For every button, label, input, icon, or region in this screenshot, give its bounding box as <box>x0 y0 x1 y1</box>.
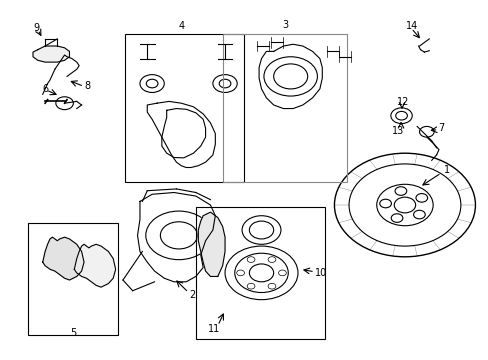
Text: 9: 9 <box>34 23 40 33</box>
Bar <box>196 207 324 339</box>
Bar <box>222 33 346 182</box>
Text: 12: 12 <box>396 97 409 107</box>
Text: 10: 10 <box>315 268 327 278</box>
Polygon shape <box>33 46 69 62</box>
Polygon shape <box>74 244 116 287</box>
Text: 8: 8 <box>85 81 91 91</box>
Text: 11: 11 <box>208 324 220 334</box>
Text: 14: 14 <box>406 21 418 31</box>
Text: 13: 13 <box>391 126 403 136</box>
Text: 7: 7 <box>437 123 444 133</box>
Text: 6: 6 <box>42 84 48 94</box>
Text: 5: 5 <box>70 328 76 338</box>
Polygon shape <box>198 212 224 276</box>
Bar <box>28 223 118 336</box>
Text: 3: 3 <box>282 19 288 30</box>
Text: 1: 1 <box>443 165 449 175</box>
Polygon shape <box>42 237 84 280</box>
Text: 2: 2 <box>189 290 195 300</box>
Text: 4: 4 <box>178 21 184 31</box>
Bar <box>125 33 244 182</box>
